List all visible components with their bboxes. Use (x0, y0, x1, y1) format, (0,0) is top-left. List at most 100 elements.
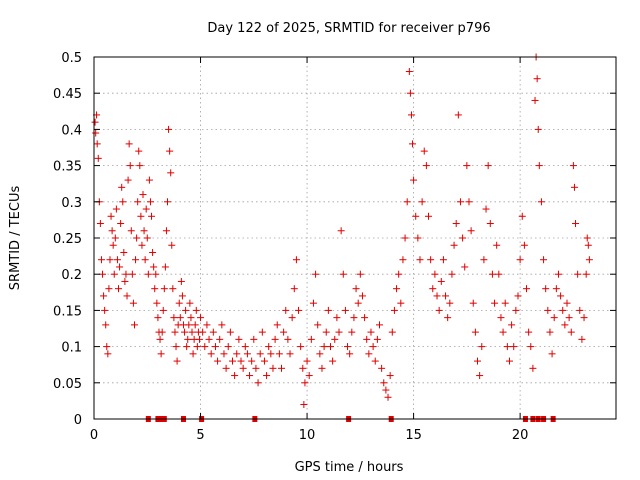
data-point (175, 299, 183, 307)
data-point (124, 176, 132, 184)
data-point (486, 220, 494, 228)
data-point (450, 241, 458, 249)
data-point (186, 299, 194, 307)
data-point (162, 227, 170, 235)
data-point (437, 277, 445, 285)
x-tick-label: 15 (405, 428, 422, 443)
data-point (518, 212, 526, 220)
data-point (178, 292, 186, 300)
data-point (427, 256, 435, 264)
x-tick-labels: 0 5 10 15 20 (90, 428, 529, 443)
data-point (256, 350, 264, 358)
data-point (105, 285, 113, 293)
data-point (557, 292, 565, 300)
data-point (123, 292, 131, 300)
data-point (418, 198, 426, 206)
data-point (142, 205, 150, 213)
data-point (567, 328, 575, 336)
data-point (544, 306, 552, 314)
data-point (157, 350, 165, 358)
data-point (380, 379, 388, 387)
x-tick-label: 20 (512, 428, 529, 443)
data-point (358, 292, 366, 300)
data-point (231, 372, 239, 380)
data-point (335, 328, 343, 336)
data-point (512, 306, 520, 314)
data-point (191, 321, 199, 329)
data-point (371, 357, 379, 365)
data-point (406, 89, 414, 97)
data-point (554, 270, 562, 278)
data-point (94, 154, 102, 162)
data-point (386, 372, 394, 380)
data-point (93, 140, 101, 148)
data-point (188, 328, 196, 336)
data-point (384, 393, 392, 401)
data-point (569, 162, 577, 170)
data-point (299, 364, 307, 372)
data-point (433, 292, 441, 300)
data-point (197, 314, 205, 322)
y-axis-label: SRMTID / TECUs (8, 186, 23, 291)
data-point (510, 343, 518, 351)
data-point (580, 314, 588, 322)
data-point (106, 256, 114, 264)
y-tick-label: 0.25 (53, 232, 82, 247)
data-point (482, 205, 490, 213)
data-point (527, 343, 535, 351)
data-point (429, 285, 437, 293)
data-point (369, 343, 377, 351)
data-point (92, 129, 100, 137)
data-point (444, 314, 452, 322)
data-point (101, 306, 109, 314)
data-point (333, 314, 341, 322)
data-point (405, 67, 413, 75)
data-point (446, 299, 454, 307)
data-point (183, 343, 191, 351)
data-point (292, 256, 300, 264)
data-point (189, 350, 197, 358)
y-tick-label: 0.05 (53, 377, 82, 392)
data-point (378, 364, 386, 372)
data-point (121, 277, 129, 285)
y-tick-label: 0.5 (61, 51, 82, 66)
data-point (145, 176, 153, 184)
x-tick-label: 0 (90, 428, 98, 443)
data-point (469, 299, 477, 307)
data-point (542, 285, 550, 293)
data-point (403, 198, 411, 206)
data-point (193, 343, 201, 351)
data-point (301, 379, 309, 387)
data-point (116, 263, 124, 271)
data-point (239, 364, 247, 372)
data-point (181, 328, 189, 336)
data-point (516, 256, 524, 264)
data-point (508, 321, 516, 329)
data-point (454, 111, 462, 119)
data-point (395, 270, 403, 278)
y-tick-label: 0.2 (61, 268, 82, 283)
y-tick-label: 0.1 (61, 341, 82, 356)
x-axis-label: GPS time / hours (295, 460, 404, 475)
data-point (582, 270, 590, 278)
data-point (484, 162, 492, 170)
x-tick-label: 5 (196, 428, 204, 443)
data-point (220, 350, 228, 358)
data-point (173, 357, 181, 365)
data-point (169, 285, 177, 293)
data-point (237, 357, 245, 365)
data-point (471, 328, 479, 336)
data-point (565, 314, 573, 322)
y-tick-label: 0.4 (61, 123, 82, 138)
data-point (476, 372, 484, 380)
data-point (172, 343, 180, 351)
data-point (363, 335, 371, 343)
data-point (165, 125, 173, 133)
data-point (248, 357, 256, 365)
data-point (134, 198, 142, 206)
data-point (459, 234, 467, 242)
data-point (286, 350, 294, 358)
data-point (397, 299, 405, 307)
data-point (141, 256, 149, 264)
data-point (160, 285, 168, 293)
